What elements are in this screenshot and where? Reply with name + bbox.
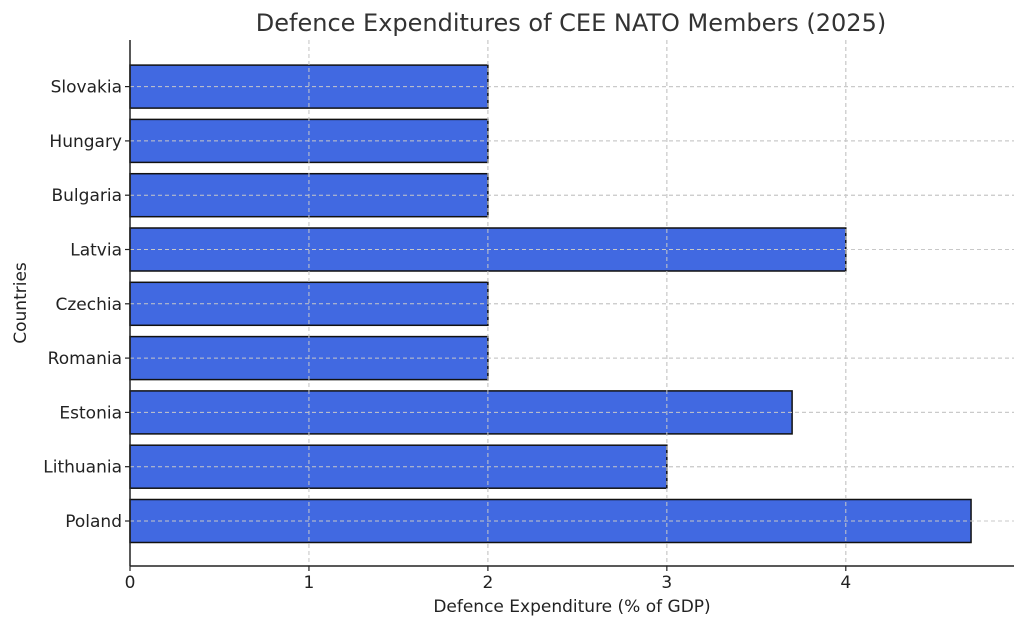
y-tick-label: Lithuania	[43, 458, 122, 478]
y-tick-label: Slovakia	[51, 78, 122, 98]
y-tick-label: Czechia	[55, 295, 122, 315]
x-tick-label: 2	[482, 573, 493, 593]
x-tick-label: 3	[661, 573, 672, 593]
x-tick-label: 4	[840, 573, 851, 593]
y-tick-label: Latvia	[70, 241, 122, 261]
x-axis-ticks: 0 1 2 3 4	[125, 566, 851, 593]
x-tick-label: 1	[304, 573, 315, 593]
chart-title: Defence Expenditures of CEE NATO Members…	[256, 9, 886, 37]
y-tick-label: Bulgaria	[52, 186, 123, 206]
y-tick-label: Estonia	[59, 403, 122, 423]
y-axis-label: Countries	[11, 262, 31, 344]
y-tick-label: Poland	[65, 512, 122, 532]
y-tick-label: Romania	[48, 349, 122, 369]
x-axis-label: Defence Expenditure (% of GDP)	[433, 597, 710, 617]
y-tick-label: Hungary	[49, 132, 122, 152]
grid-overlay	[129, 40, 1014, 566]
y-axis-ticks: Poland Lithuania Estonia Romania Czechia Latv…	[43, 78, 130, 532]
x-tick-label: 0	[125, 573, 136, 593]
